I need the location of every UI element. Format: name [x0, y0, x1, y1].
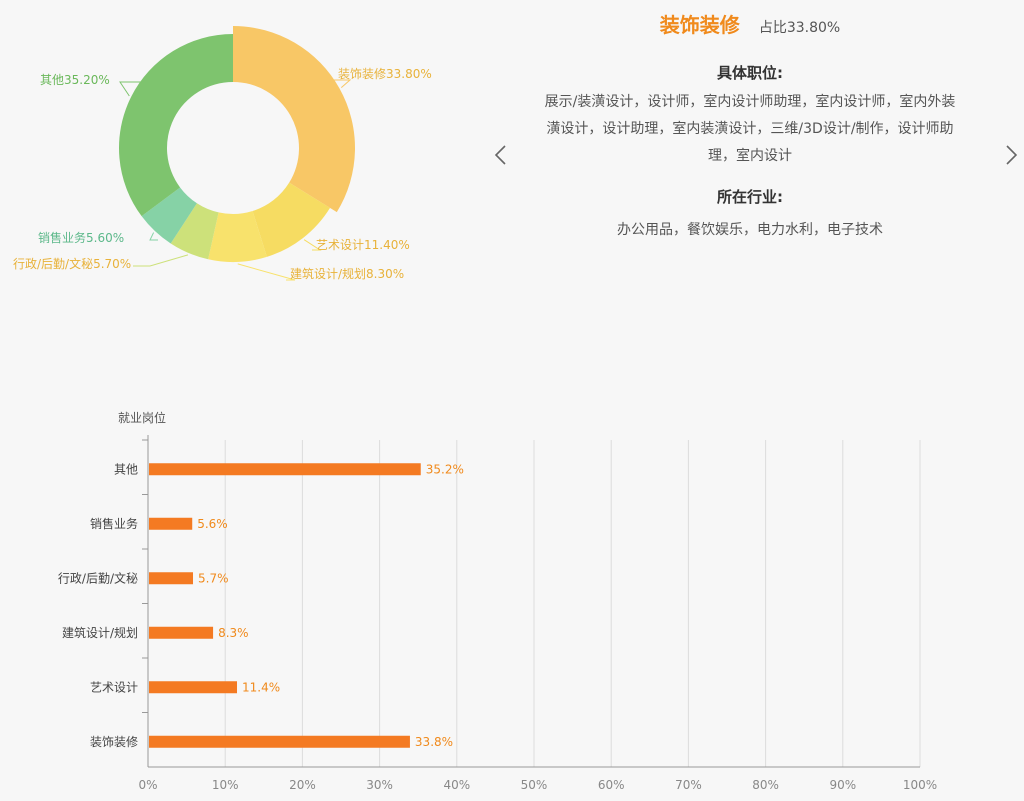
donut-leader-line-装饰装修	[334, 79, 352, 88]
x-tick-label-70: 70%	[675, 778, 702, 792]
value-label-艺术设计: 11.4%	[242, 680, 280, 694]
donut-label-其他: 其他35.20%	[40, 73, 110, 87]
industries-heading: 所在行业:	[717, 188, 783, 206]
positions-text: 展示/装潢设计，设计师，室内设计师助理，室内设计师，室内外装潢设计，设计助理，室…	[544, 94, 956, 164]
donut-chart: 装饰装修33.80% 艺术设计11.40% 建筑设计/规划8.30% 行政/后勤/文秘…	[13, 26, 432, 281]
prev-button[interactable]	[490, 140, 512, 170]
chevron-right-icon	[1006, 145, 1018, 165]
bar-其他[interactable]	[149, 463, 421, 476]
donut-label-建筑设计-规划: 建筑设计/规划8.30%	[290, 266, 404, 281]
donut-slice-销售业务[interactable]	[141, 187, 197, 244]
bar-建筑设计-规划[interactable]	[149, 626, 214, 639]
donut-label-艺术设计: 艺术设计11.40%	[316, 238, 410, 252]
bar-行政-后勤-文秘[interactable]	[149, 572, 194, 585]
bar-装饰装修[interactable]	[149, 735, 410, 748]
value-label-建筑设计-规划: 8.3%	[218, 626, 249, 640]
donut-label-装饰装修: 装饰装修33.80%	[338, 66, 432, 81]
donut-slice-行政-后勤-文秘[interactable]	[170, 203, 219, 260]
donut-leader-line-销售业务	[149, 232, 158, 241]
detail-share: 占比33.80%	[758, 20, 841, 36]
value-label-装饰装修: 33.8%	[415, 735, 453, 749]
value-label-其他: 35.2%	[426, 462, 464, 476]
donut-label-销售业务: 销售业务5.60%	[38, 230, 124, 245]
bar-chart: 就业岗位 0% 10% 20% 30% 40% 50% 60% 70% 80% 90% 100% 其他 3…	[58, 410, 937, 792]
value-label-行政-后勤-文秘: 5.7%	[198, 571, 229, 585]
donut-leader-line-其他	[119, 81, 160, 97]
donut-label-行政-后勤-文秘: 行政/后勤/文秘5.70%	[13, 256, 131, 271]
donut-leader-line-艺术设计	[303, 239, 322, 251]
x-tick-label-20: 20%	[289, 778, 316, 792]
bar-艺术设计[interactable]	[149, 681, 238, 694]
category-label-销售业务: 销售业务	[90, 516, 138, 531]
donut-slice-艺术设计[interactable]	[252, 182, 331, 257]
positions-heading: 具体职位:	[717, 64, 783, 82]
donut-slice-其他[interactable]	[119, 34, 233, 217]
detail-panel: 装饰装修 占比33.80% 具体职位: 展示/装潢设计，设计师，室内设计师助理，…	[500, 6, 1000, 244]
category-label-建筑设计-规划: 建筑设计/规划	[62, 625, 138, 640]
value-label-销售业务: 5.6%	[197, 517, 228, 531]
industries-text: 办公用品，餐饮娱乐，电力水利，电子技术	[617, 222, 883, 238]
category-label-装饰装修: 装饰装修	[90, 734, 138, 749]
next-button[interactable]	[1000, 140, 1022, 170]
bar-销售业务[interactable]	[149, 517, 193, 530]
x-tick-label-50: 50%	[521, 778, 548, 792]
detail-header: 装饰装修 占比33.80%	[500, 10, 1000, 40]
category-label-艺术设计: 艺术设计	[90, 680, 138, 694]
x-tick-label-40: 40%	[443, 778, 470, 792]
x-tick-label-100: 100%	[903, 778, 937, 792]
x-tick-label-80: 80%	[752, 778, 779, 792]
category-label-其他: 其他	[114, 462, 138, 476]
y-axis-title: 就业岗位	[118, 410, 166, 425]
category-label-行政-后勤-文秘: 行政/后勤/文秘	[58, 570, 138, 585]
chevron-left-icon	[494, 145, 506, 165]
x-tick-label-0: 0%	[138, 778, 157, 792]
x-tick-label-30: 30%	[366, 778, 393, 792]
donut-slice-建筑设计-规划[interactable]	[208, 211, 267, 262]
x-tick-label-90: 90%	[829, 778, 856, 792]
donut-slice-装饰装修[interactable]	[233, 26, 355, 213]
x-tick-label-10: 10%	[212, 778, 239, 792]
x-tick-label-60: 60%	[598, 778, 625, 792]
detail-title: 装饰装修	[659, 13, 740, 37]
donut-leader-line-建筑设计-规划	[237, 263, 296, 281]
donut-leader-line-行政-后勤-文秘	[133, 254, 189, 267]
